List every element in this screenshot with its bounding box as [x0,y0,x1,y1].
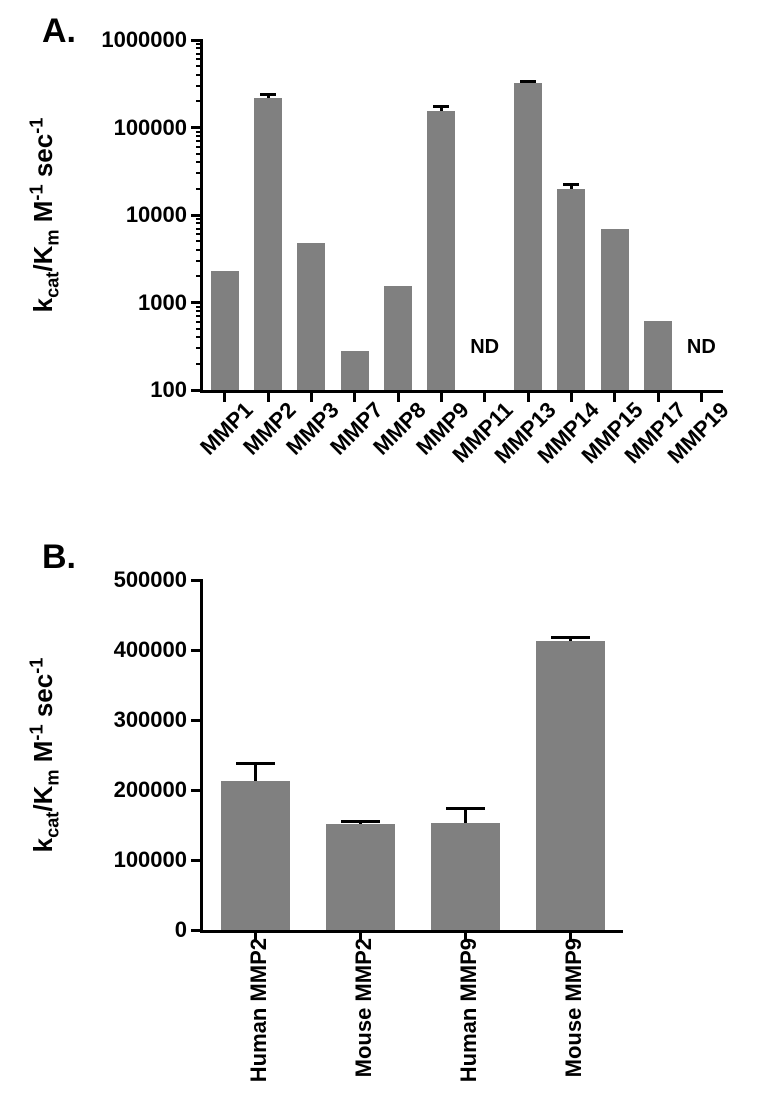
y-tick-label: 100 [150,377,187,403]
x-tick-label: Human MMP2 [246,930,272,1082]
y-minor-tick [196,315,203,317]
y-minor-tick [196,140,203,142]
bar [384,286,412,390]
y-tick [191,214,203,217]
y-tick [191,389,203,392]
y-minor-tick [196,321,203,323]
y-minor-tick [196,233,203,235]
y-minor-tick [196,85,203,87]
panel-label: B. [42,538,76,577]
y-minor-tick [196,43,203,45]
y-tick [191,859,203,862]
error-cap [260,93,276,96]
y-minor-tick [196,135,203,137]
y-tick [191,929,203,932]
y-tick-label: 300000 [114,707,187,733]
y-minor-tick [196,306,203,308]
plot-area: 0100000200000300000400000500000Human MMP… [200,580,623,933]
y-minor-tick [196,58,203,60]
x-tick-label: Mouse MMP9 [561,930,587,1077]
y-minor-tick [196,131,203,133]
bar [211,271,239,390]
y-tick [191,789,203,792]
bar [221,781,289,930]
plot-area: 1001000100001000001000000MMP1MMP2MMP3MMP… [200,40,723,393]
y-tick [191,301,203,304]
y-minor-tick [196,310,203,312]
bar [297,243,325,390]
y-tick-label: 100000 [114,115,187,141]
error-cap [520,80,536,83]
y-tick-label: 100000 [114,847,187,873]
y-minor-tick [196,146,203,148]
bar [254,98,282,390]
y-minor-tick [196,328,203,330]
y-minor-tick [196,275,203,277]
y-minor-tick [196,65,203,67]
error-cap [563,183,579,186]
error-cap [341,820,379,823]
panel-label: A. [42,12,76,51]
nd-label: ND [687,336,716,359]
bar [536,641,604,930]
bar [514,83,542,390]
y-tick-label: 200000 [114,777,187,803]
y-minor-tick [196,363,203,365]
bar [601,229,629,390]
y-minor-tick [196,347,203,349]
y-minor-tick [196,240,203,242]
y-tick [191,579,203,582]
bar [557,189,585,390]
bar [341,351,369,390]
y-minor-tick [196,249,203,251]
y-minor-tick [196,218,203,220]
y-minor-tick [196,260,203,262]
y-minor-tick [196,53,203,55]
y-tick-label: 10000 [126,202,187,228]
y-minor-tick [196,161,203,163]
error-cap [551,636,589,639]
y-minor-tick [196,222,203,224]
y-tick [191,719,203,722]
y-minor-tick [196,153,203,155]
y-tick [191,39,203,42]
y-minor-tick [196,74,203,76]
nd-label: ND [470,336,499,359]
bar [326,824,394,930]
y-tick-label: 400000 [114,637,187,663]
x-tick-label: Human MMP9 [456,930,482,1082]
bar [427,111,455,390]
y-tick-label: 1000000 [101,27,187,53]
y-axis-label: kcat/Km M-1 sec-1 [27,118,64,313]
bar [644,321,672,390]
y-minor-tick [196,100,203,102]
y-tick [191,649,203,652]
y-minor-tick [196,336,203,338]
y-minor-tick [196,228,203,230]
y-tick-label: 0 [175,917,187,943]
error-bar [254,763,257,781]
y-tick-label: 1000 [138,290,187,316]
error-bar [464,808,467,823]
y-minor-tick [196,188,203,190]
y-tick-label: 500000 [114,567,187,593]
x-tick-label: Mouse MMP2 [351,930,377,1077]
bar [431,823,499,930]
y-axis-label: kcat/Km M-1 sec-1 [27,658,64,853]
y-tick [191,126,203,129]
y-minor-tick [196,47,203,49]
error-cap [446,807,484,810]
error-cap [236,762,274,765]
error-cap [433,105,449,108]
y-minor-tick [196,172,203,174]
